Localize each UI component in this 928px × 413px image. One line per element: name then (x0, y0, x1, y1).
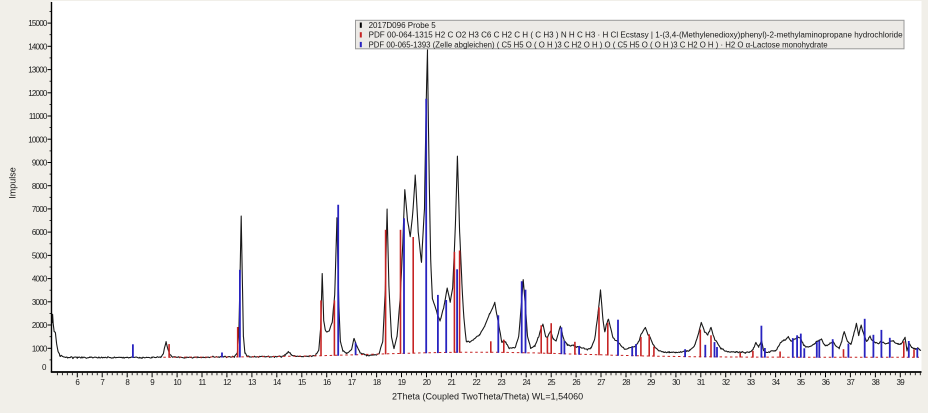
svg-text:2Theta (Coupled TwoTheta/Theta: 2Theta (Coupled TwoTheta/Theta) WL=1,540… (392, 392, 583, 402)
svg-text:28: 28 (622, 378, 631, 387)
svg-text:6: 6 (75, 378, 80, 387)
svg-text:33: 33 (747, 378, 756, 387)
svg-text:21: 21 (448, 378, 457, 387)
svg-text:16: 16 (323, 378, 332, 387)
svg-text:34: 34 (772, 378, 781, 387)
svg-text:10: 10 (173, 378, 182, 387)
svg-text:14: 14 (273, 378, 282, 387)
svg-text:2017D096 Probe 5: 2017D096 Probe 5 (369, 21, 437, 30)
svg-text:22: 22 (473, 378, 482, 387)
svg-text:15: 15 (298, 378, 307, 387)
svg-text:30: 30 (672, 378, 681, 387)
svg-text:PDF 00-064-1315 H2 C O2 H3 C6: PDF 00-064-1315 H2 C O2 H3 C6 C H2 C H (… (369, 31, 904, 40)
svg-text:7000: 7000 (32, 205, 48, 214)
svg-text:Impulse: Impulse (8, 167, 18, 199)
svg-text:24: 24 (522, 378, 531, 387)
svg-text:10000: 10000 (28, 135, 48, 144)
svg-text:27: 27 (597, 378, 606, 387)
svg-text:35: 35 (797, 378, 806, 387)
svg-text:36: 36 (822, 378, 831, 387)
svg-text:8: 8 (125, 378, 130, 387)
svg-text:17: 17 (348, 378, 357, 387)
svg-text:12: 12 (223, 378, 232, 387)
svg-text:29: 29 (647, 378, 656, 387)
svg-text:6000: 6000 (32, 228, 48, 237)
svg-text:11000: 11000 (29, 112, 48, 121)
svg-text:0: 0 (42, 363, 47, 372)
svg-text:1000: 1000 (32, 344, 48, 353)
svg-text:25: 25 (547, 378, 556, 387)
svg-text:PDF 00-065-1393 (Zelle abgleic: PDF 00-065-1393 (Zelle abgleichen) ( C5 … (369, 40, 829, 49)
svg-text:13: 13 (248, 378, 257, 387)
svg-text:20: 20 (423, 378, 432, 387)
svg-text:9: 9 (150, 378, 155, 387)
svg-text:26: 26 (572, 378, 581, 387)
svg-text:32: 32 (722, 378, 731, 387)
svg-text:23: 23 (498, 378, 507, 387)
svg-text:18: 18 (373, 378, 382, 387)
svg-text:5000: 5000 (32, 252, 48, 261)
svg-text:14000: 14000 (28, 42, 48, 51)
svg-text:15000: 15000 (28, 19, 48, 28)
svg-text:8000: 8000 (32, 182, 48, 191)
svg-text:37: 37 (847, 378, 856, 387)
svg-text:11: 11 (199, 378, 207, 387)
svg-text:9000: 9000 (32, 159, 48, 168)
svg-text:4000: 4000 (32, 275, 48, 284)
svg-text:31: 31 (697, 378, 706, 387)
svg-text:19: 19 (398, 378, 407, 387)
svg-text:39: 39 (897, 378, 906, 387)
svg-text:2000: 2000 (32, 321, 48, 330)
svg-text:38: 38 (872, 378, 881, 387)
svg-text:7: 7 (100, 378, 105, 387)
svg-text:13000: 13000 (28, 66, 48, 75)
svg-text:12000: 12000 (28, 89, 48, 98)
svg-text:3000: 3000 (32, 298, 48, 307)
